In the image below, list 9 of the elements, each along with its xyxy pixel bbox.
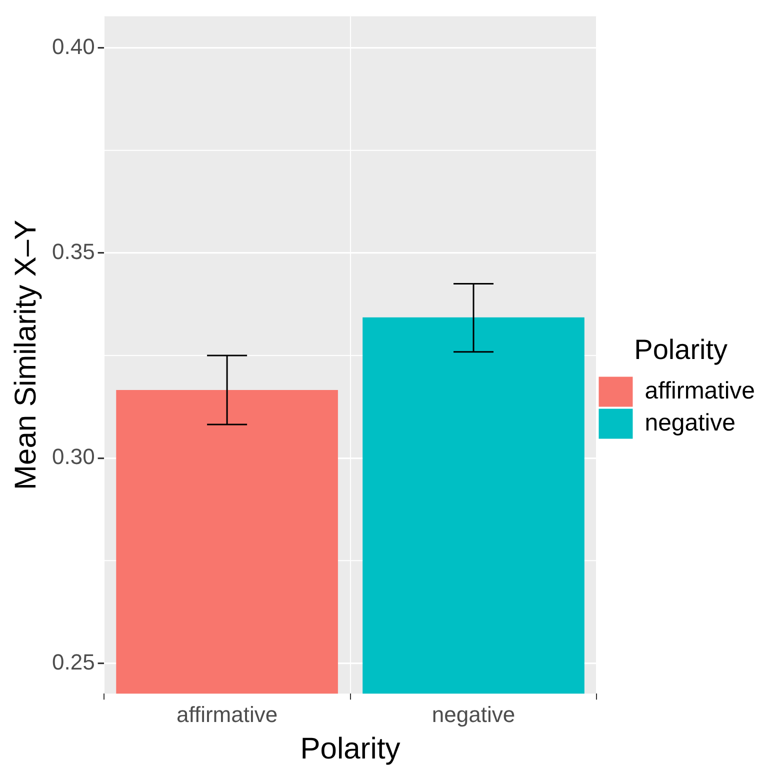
y-tick-label: 0.40: [52, 34, 95, 59]
y-tick-label: 0.25: [52, 649, 95, 674]
y-tick-label: 0.35: [52, 239, 95, 264]
x-axis-title: Polarity: [300, 732, 400, 766]
legend-label: negative: [644, 409, 736, 436]
legend-label: affirmative: [644, 377, 756, 404]
legend-title: Polarity: [634, 334, 728, 365]
y-axis-title: Mean Similarity X–Y: [9, 220, 42, 490]
y-tick-label: 0.30: [52, 444, 95, 470]
